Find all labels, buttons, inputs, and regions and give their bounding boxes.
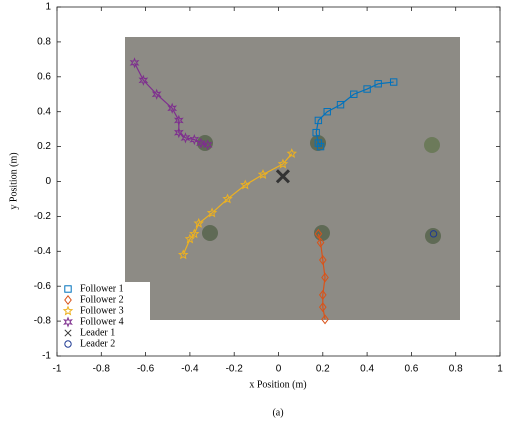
marker [314,228,323,239]
x-tick-label: -1 [53,364,62,375]
y-tick-label: 1 [45,2,51,13]
y-tick-label: -0.4 [34,246,52,257]
y-axis-label: y Position (m) [8,152,19,209]
x-tick-label: -0.4 [181,364,199,375]
marker [189,228,200,239]
marker [173,126,184,139]
x-axis-label: x Position (m) [249,379,306,390]
marker [167,102,178,114]
trajectory [315,81,394,147]
marker [189,133,200,146]
marker [314,116,323,125]
x-tick-label: -0.2 [226,364,244,375]
marker [129,57,140,69]
marker [196,137,206,149]
x-tick-label: 0.4 [360,364,374,375]
marker [64,329,72,337]
marker [429,230,438,238]
x-tick-label: 0.8 [449,364,463,375]
legend-label: Follower 2 [80,294,124,305]
marker [178,249,189,260]
marker [173,114,184,127]
marker [206,207,218,218]
marker [277,158,289,169]
marker [62,305,74,316]
marker [318,302,327,313]
marker [240,179,251,190]
y-tick-label: -1 [42,351,51,362]
marker [257,169,269,179]
marker [222,193,233,204]
photo [125,37,460,320]
y-tick-label: 0.6 [37,71,51,82]
marker [321,272,329,283]
marker [350,90,358,98]
marker [184,233,196,244]
marker [180,132,191,144]
marker [316,142,325,151]
legend-label: Follower 3 [80,305,124,316]
x-tick-label: -0.6 [137,364,155,375]
x-tick-label: 0.2 [316,364,330,375]
marker [151,88,162,100]
marker [323,108,331,116]
marker [363,85,371,93]
marker [63,316,73,328]
y-tick-label: -0.2 [34,211,52,222]
marker [312,128,320,137]
y-tick-label: 0.4 [37,106,51,117]
marker [64,340,72,348]
marker [64,294,72,306]
x-tick-label: 0.6 [404,364,418,375]
legend [60,282,150,352]
caption: (a) [272,407,283,418]
marker [318,254,327,266]
marker [318,289,327,300]
y-tick-label: 0.8 [37,37,51,48]
y-tick-label: 0 [45,176,51,187]
x-tick-label: 0 [276,364,282,375]
marker [64,285,72,293]
y-tick-label: 0.2 [37,141,51,152]
marker [316,237,325,248]
marker [275,169,290,184]
legend-label: Follower 1 [80,283,124,294]
y-tick-label: -0.6 [34,281,52,292]
marker [374,80,382,88]
x-tick-label: -0.8 [93,364,111,375]
y-tick-label: -0.8 [34,316,52,327]
marker [389,78,398,86]
legend-label: Leader 2 [80,338,115,349]
marker [138,74,149,86]
trajectory [317,233,326,320]
marker [321,314,329,325]
legend-label: Follower 4 [80,316,124,327]
marker [202,139,213,151]
legend-label: Leader 1 [80,327,115,338]
marker [336,101,345,109]
marker [286,148,298,159]
marker [193,217,204,228]
x-tick-label: 1 [497,364,503,375]
